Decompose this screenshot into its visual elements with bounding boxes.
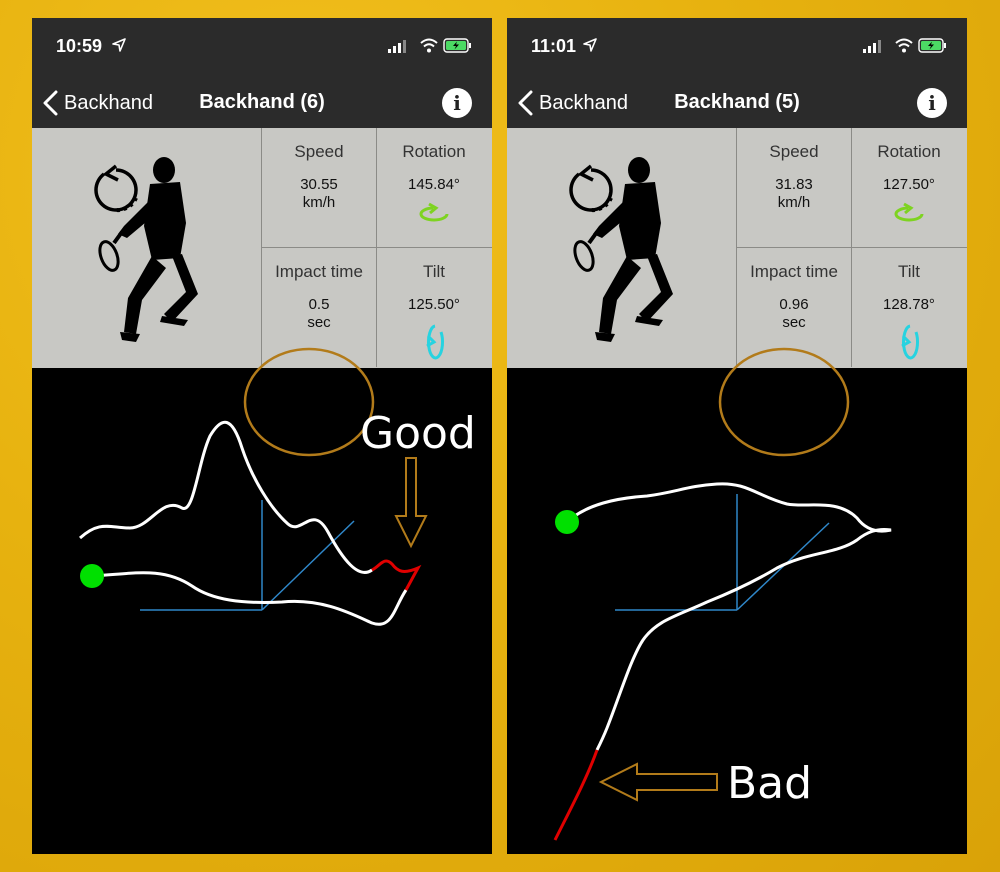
speed-label: Speed xyxy=(294,142,344,161)
stats-panel: Speed 31.83 km/h Rotation 127.50° Impact… xyxy=(507,128,967,457)
rotation-label: Rotation xyxy=(402,142,466,161)
player-silhouette-icon xyxy=(94,157,198,342)
player-silhouette-area xyxy=(32,128,260,368)
back-label: Backhand xyxy=(64,91,153,114)
info-button[interactable]: i xyxy=(442,88,472,118)
status-bar: 11:01 xyxy=(507,18,967,78)
wifi-icon xyxy=(895,38,913,53)
impact-time-unit: sec xyxy=(307,314,331,331)
signal-icon xyxy=(388,40,406,53)
location-arrow-icon xyxy=(112,38,126,52)
chevron-left-icon xyxy=(518,90,533,116)
back-label: Backhand xyxy=(539,91,628,114)
speed-unit: km/h xyxy=(302,194,336,211)
impact-time-value: 0.5 xyxy=(308,296,330,313)
status-time: 11:01 xyxy=(531,36,577,56)
tilt-cell: Tilt 125.50° xyxy=(376,248,491,367)
impact-time-value: 0.96 xyxy=(779,296,809,313)
trace-axes xyxy=(140,500,355,611)
start-point-marker xyxy=(80,564,104,588)
rotation-cell: Rotation 145.84° xyxy=(376,128,491,247)
signal-icon xyxy=(863,40,881,53)
impact-time-cell: Impact time 0.96 sec xyxy=(736,248,851,367)
nav-bar: Backhand Backhand (5) i xyxy=(507,78,967,128)
impact-time-unit: sec xyxy=(782,314,806,331)
stats-panel: Speed 30.55 km/h Rotation 145.84° Impact… xyxy=(32,128,492,457)
wifi-icon xyxy=(420,38,438,53)
swing-trace-area: Good xyxy=(32,368,492,854)
speed-cell: Speed 31.83 km/h xyxy=(736,128,851,247)
tilt-value: 125.50° xyxy=(408,296,460,313)
rotation-value: 127.50° xyxy=(883,176,935,193)
nav-bar: Backhand Backhand (6) i xyxy=(32,78,492,128)
annotation-bad-label: Bad xyxy=(727,758,813,809)
annotation-good-label: Good xyxy=(360,408,476,459)
trace-path-lower xyxy=(91,571,408,626)
speed-unit: km/h xyxy=(777,194,811,211)
battery-icon xyxy=(918,38,946,53)
phone-screen-right: 11:01 xyxy=(507,18,967,854)
impact-highlight-ring xyxy=(718,347,850,457)
left-arrow-icon xyxy=(598,762,718,802)
page-title: Backhand (5) xyxy=(674,91,800,113)
info-button[interactable]: i xyxy=(917,88,947,118)
speed-value: 31.83 xyxy=(775,176,813,193)
location-arrow-icon xyxy=(583,38,597,52)
tilt-cell: Tilt 128.78° xyxy=(851,248,966,367)
status-time: 10:59 xyxy=(56,36,103,56)
tilt-value: 128.78° xyxy=(883,296,935,313)
player-silhouette-area xyxy=(507,128,735,368)
speed-label: Speed xyxy=(769,142,819,161)
status-icons xyxy=(388,38,471,53)
status-icons xyxy=(863,38,946,53)
speed-value: 30.55 xyxy=(300,176,338,193)
start-point-marker xyxy=(555,510,579,534)
swing-trace xyxy=(553,482,892,841)
tilt-icon xyxy=(901,324,920,360)
impact-highlight-ring xyxy=(243,347,375,457)
trace-axes xyxy=(615,494,830,611)
impact-time-cell: Impact time 0.5 sec xyxy=(261,248,376,367)
rotation-label: Rotation xyxy=(877,142,941,161)
trace-bad-segment xyxy=(553,749,599,841)
swing-trace-area: Bad xyxy=(507,368,967,854)
trace-impact-segment xyxy=(371,559,422,591)
swing-trace xyxy=(78,420,428,626)
down-arrow-icon xyxy=(394,457,428,549)
player-silhouette-icon xyxy=(569,157,673,342)
tilt-label: Tilt xyxy=(422,262,446,281)
chevron-left-icon xyxy=(43,90,58,116)
impact-time-label: Impact time xyxy=(750,262,838,281)
back-button[interactable]: Backhand xyxy=(42,86,153,120)
speed-cell: Speed 30.55 km/h xyxy=(261,128,376,247)
trace-path-upper xyxy=(78,420,373,574)
rotation-value: 145.84° xyxy=(408,176,460,193)
rotation-icon xyxy=(894,202,924,222)
battery-icon xyxy=(443,38,471,53)
phone-screen-left: 10:59 xyxy=(32,18,492,854)
trace-path xyxy=(565,482,892,751)
impact-time-label: Impact time xyxy=(275,262,363,281)
status-bar: 10:59 xyxy=(32,18,492,78)
tilt-icon xyxy=(426,324,445,360)
grid-divider xyxy=(261,247,492,248)
grid-divider xyxy=(736,247,967,248)
page-title: Backhand (6) xyxy=(199,91,325,113)
back-button[interactable]: Backhand xyxy=(517,86,628,120)
rotation-icon xyxy=(419,202,449,222)
tilt-label: Tilt xyxy=(897,262,921,281)
rotation-cell: Rotation 127.50° xyxy=(851,128,966,247)
